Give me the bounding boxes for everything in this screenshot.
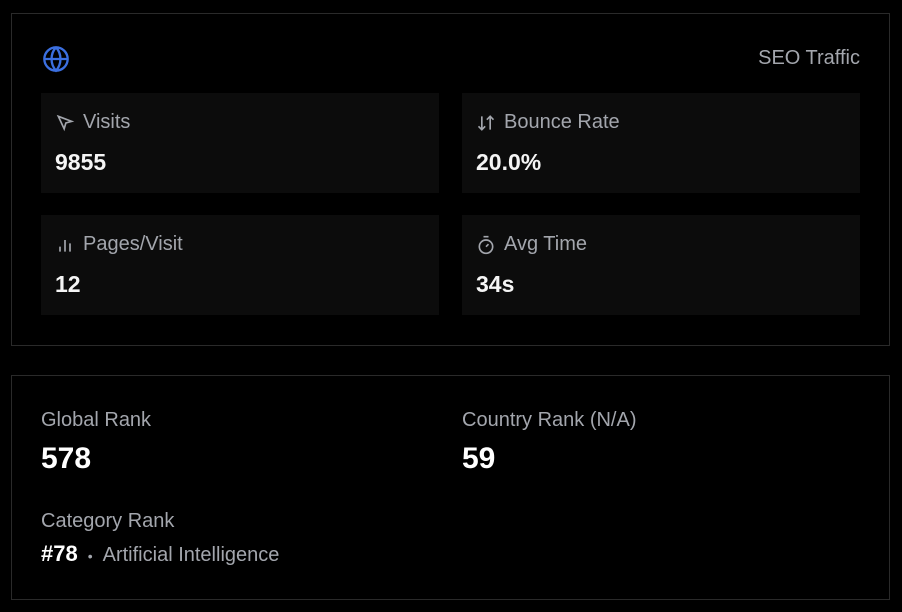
globe-icon [43,46,69,73]
stat-bounce-rate: Bounce Rate 20.0% [462,93,860,193]
stat-value: 20.0% [476,149,542,175]
card-title: SEO Traffic [758,47,860,69]
arrows-up-down-icon [477,114,495,131]
stat-label: Visits [83,111,131,133]
category-rank-value: #78 [41,541,78,566]
category-name: Artificial Intelligence [102,544,280,566]
global-rank-value: 578 [41,442,92,475]
timer-icon [478,235,494,254]
bar-chart-icon [59,239,71,252]
stat-value: 12 [55,271,81,297]
country-rank-value: 59 [462,442,496,475]
stat-value: 9855 [55,149,107,175]
seo-traffic-card: SEO Traffic Visits 9855 Bounce Rate 20.0… [11,13,890,346]
separator-dot: • [87,548,93,564]
category-rank-label: Category Rank [41,510,175,532]
stat-visits: Visits 9855 [41,93,439,193]
stat-avg-time: Avg Time 34s [462,215,860,315]
stat-label: Pages/Visit [83,233,183,255]
stat-value: 34s [476,271,515,297]
cursor-icon [56,114,75,131]
global-rank-label: Global Rank [41,409,152,431]
stat-pages-visit: Pages/Visit 12 [41,215,439,315]
rank-card: Global Rank 578 Country Rank (N/A) 59 Ca… [11,375,890,600]
stat-label: Bounce Rate [504,111,620,133]
stat-label: Avg Time [504,233,587,255]
country-rank-label: Country Rank (N/A) [462,409,637,431]
